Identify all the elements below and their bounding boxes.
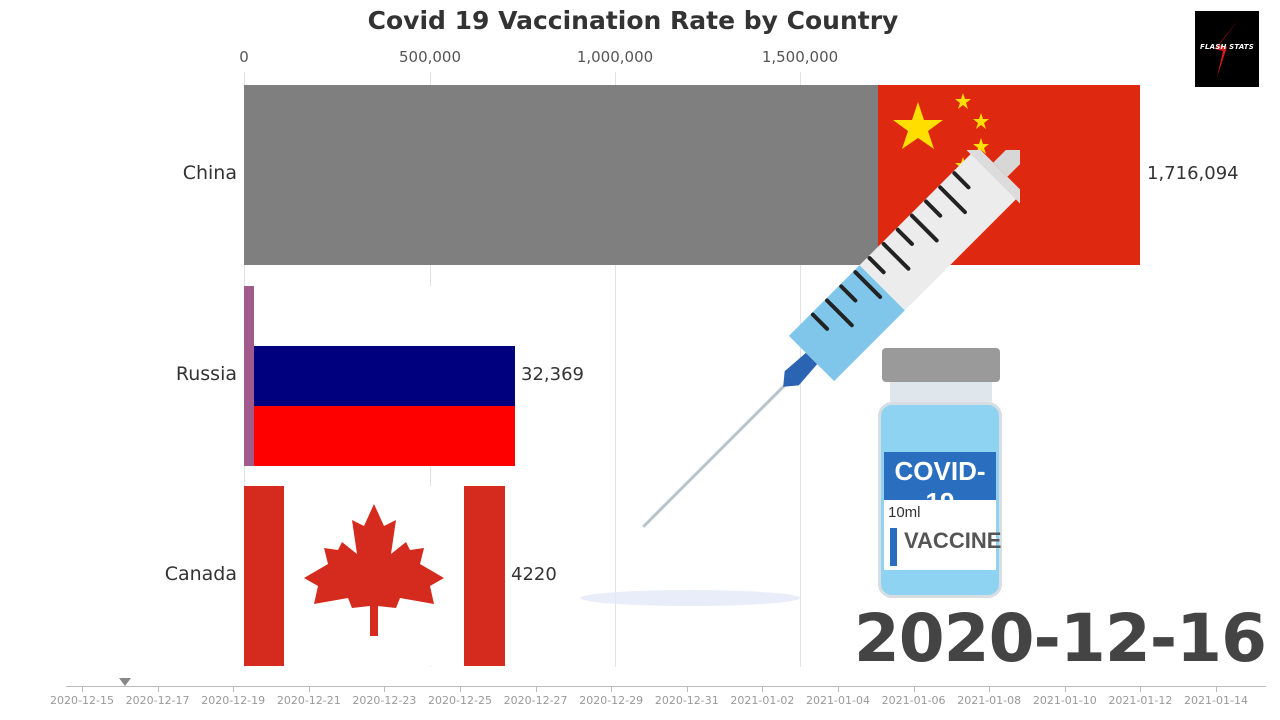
value-label-russia: 32,369 (521, 364, 584, 385)
timeline-tick (686, 686, 688, 692)
timeline-label[interactable]: 2020-12-17 (125, 694, 190, 707)
current-date: 2020-12-16 (853, 600, 1267, 677)
value-label-canada: 4220 (511, 564, 557, 585)
timeline-label[interactable]: 2021-01-08 (957, 694, 1022, 707)
vaccine-vial: COVID-19 10ml VACCINE (878, 348, 1002, 598)
syringe-icon (580, 150, 1020, 606)
timeline-tick (82, 686, 83, 692)
axis-tick-500k: 500,000 (398, 48, 462, 66)
timeline-label[interactable]: 2020-12-15 (50, 694, 114, 707)
bar-russia (244, 286, 254, 466)
timeline[interactable]: 2020-12-15 2020-12-17 2020-12-19 2020-12-21… (0, 678, 1280, 720)
timeline-tick (762, 686, 764, 692)
timeline-tick (233, 686, 235, 692)
timeline-tick (989, 686, 991, 692)
timeline-tick (838, 686, 839, 692)
axis-tick-1.5m: 1,500,000 (761, 48, 839, 66)
timeline-tick (1140, 686, 1142, 692)
timeline-label[interactable]: 2020-12-29 (579, 694, 644, 707)
chart-title: Covid 19 Vaccination Rate by Country (367, 6, 899, 35)
timeline-tick (308, 686, 310, 692)
lightning-bolt-icon (1215, 19, 1239, 77)
russia-flag (254, 286, 515, 466)
timeline-label[interactable]: 2020-12-31 (654, 694, 719, 707)
timeline-tick (1216, 686, 1217, 692)
timeline-label[interactable]: 2021-01-10 (1032, 694, 1097, 707)
timeline-label[interactable]: 2021-01-02 (730, 694, 795, 707)
vial-label: VACCINE (904, 528, 1002, 553)
bar-china (244, 85, 878, 265)
maple-leaf-icon (304, 504, 444, 636)
flash-stats-logo: FLASH STATS (1195, 11, 1259, 87)
timeline-label[interactable]: 2021-01-12 (1108, 694, 1173, 707)
timeline-tick (913, 686, 915, 692)
axis-tick-1m: 1,000,000 (576, 48, 654, 66)
country-label-china: China (182, 162, 237, 184)
vial-title: COVID-19 (894, 456, 986, 517)
vial-volume: 10ml (888, 504, 921, 521)
timeline-tick (535, 686, 537, 692)
timeline-label[interactable]: 2021-01-06 (881, 694, 946, 707)
country-label-canada: Canada (164, 563, 237, 585)
axis-tick-0: 0 (239, 48, 249, 66)
timeline-tick (1064, 686, 1066, 692)
timeline-label[interactable]: 2020-12-23 (352, 694, 417, 707)
timeline-track[interactable] (66, 686, 1266, 687)
timeline-label[interactable]: 2020-12-25 (428, 694, 492, 707)
timeline-tick (384, 686, 386, 692)
timeline-label[interactable]: 2021-01-14 (1184, 694, 1248, 707)
timeline-tick (157, 686, 159, 692)
timeline-label[interactable]: 2020-12-19 (201, 694, 266, 707)
timeline-label[interactable]: 2020-12-21 (276, 694, 341, 707)
timeline-tick (460, 686, 461, 692)
timeline-marker-icon[interactable] (119, 678, 131, 686)
country-label-russia: Russia (175, 363, 237, 385)
timeline-label[interactable]: 2021-01-04 (806, 694, 870, 707)
timeline-label[interactable]: 2020-12-27 (503, 694, 568, 707)
canada-flag (244, 486, 505, 666)
value-label-china: 1,716,094 (1147, 163, 1239, 184)
timeline-tick (611, 686, 613, 692)
gridline (615, 72, 616, 667)
